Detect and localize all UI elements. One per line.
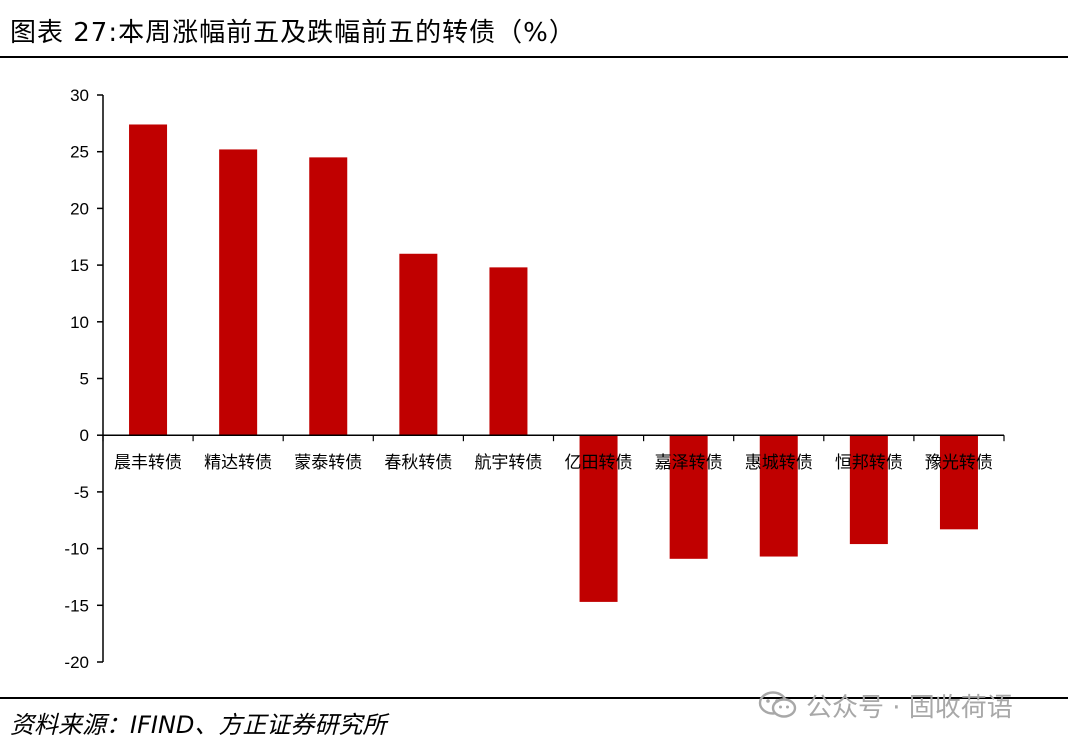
bar-9: [849, 435, 888, 545]
category-label: 豫光转债: [925, 453, 993, 473]
bar-10: [939, 435, 978, 530]
bar-3: [309, 157, 348, 436]
y-tick-label: 5: [80, 370, 89, 389]
bar-1: [129, 124, 168, 436]
bar-2: [219, 149, 258, 436]
category-label: 亿田转债: [565, 453, 633, 473]
y-tick-label: 30: [70, 86, 89, 105]
watermark: 公众号 · 固收荷语: [758, 688, 1013, 723]
category-label: 航宇转债: [474, 453, 542, 473]
title-divider: [0, 56, 1068, 58]
watermark-text: 公众号 · 固收荷语: [806, 692, 1013, 723]
category-label: 晨丰转债: [114, 453, 182, 473]
y-tick-label: -20: [64, 653, 89, 672]
y-tick-label: 10: [70, 313, 89, 332]
category-label: 春秋转债: [384, 453, 452, 473]
chart-title: 图表 27:本周涨幅前五及跌幅前五的转债（%）: [10, 18, 576, 48]
y-tick-label: 0: [80, 426, 89, 445]
bar-7: [669, 435, 708, 559]
y-tick-label: 15: [70, 256, 89, 275]
bar-6: [579, 435, 618, 602]
x-axis-ticks: [102, 435, 1005, 442]
y-tick-label: 20: [70, 199, 89, 218]
y-tick-label: -5: [74, 483, 89, 502]
y-tick-label: -10: [64, 540, 89, 559]
wechat-icon: [758, 691, 797, 718]
y-tick-label: 25: [70, 143, 89, 162]
bar-8: [759, 435, 798, 557]
y-tick-label: -15: [64, 596, 89, 615]
source-divider: [0, 697, 1068, 699]
category-label: 嘉泽转债: [655, 453, 723, 473]
category-labels: 晨丰转债 精达转债 蒙泰转债 春秋转债 航宇转债 亿田转债 嘉泽转债 惠城转债 恒邦转债 豫光转债: [114, 453, 993, 473]
bars-group: [129, 124, 978, 602]
bar-chart: 30 25 20 15 10 5 0 -5 -10 -15 -20 晨丰转债 精达转债 蒙泰转债 春秋转债…: [64, 86, 1005, 672]
bar-5: [489, 267, 528, 436]
source-note: 资料来源：IFIND、方正证券研究所: [10, 711, 387, 739]
category-label: 恒邦转债: [835, 453, 903, 473]
category-label: 精达转债: [204, 453, 272, 473]
category-label: 蒙泰转债: [294, 453, 362, 473]
y-axis-ticks: 30 25 20 15 10 5 0 -5 -10 -15 -20: [64, 86, 103, 672]
bar-4: [399, 253, 438, 436]
category-label: 惠城转债: [745, 453, 813, 473]
